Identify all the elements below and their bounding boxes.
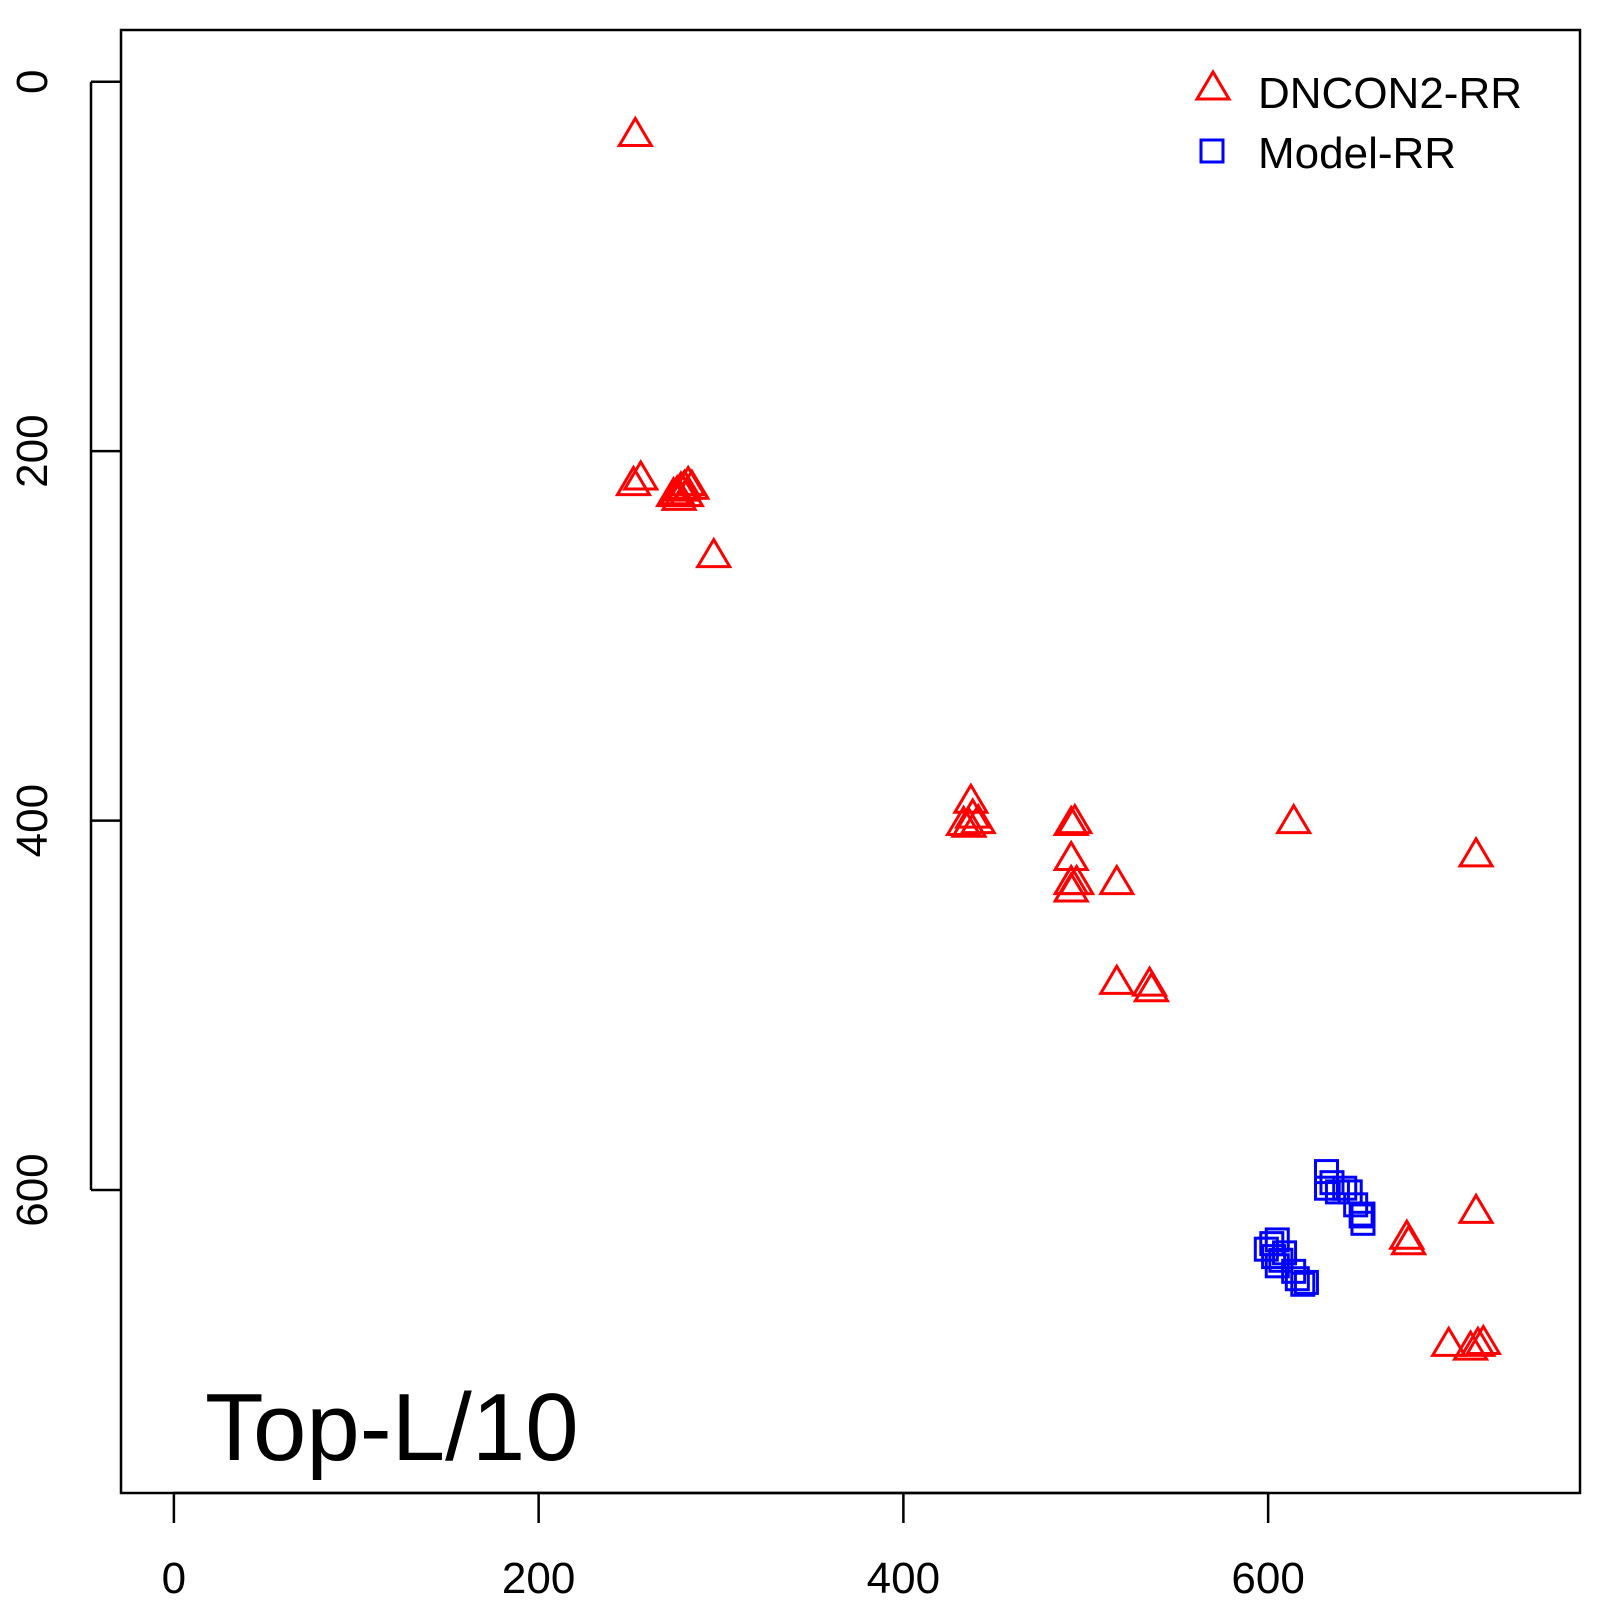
x-tick-label: 200	[502, 1554, 575, 1600]
point-triangle	[1430, 1325, 1468, 1357]
point-square	[1272, 1240, 1298, 1266]
y-tick-label: 600	[8, 1153, 57, 1226]
point-triangle	[662, 470, 700, 502]
point-triangle	[622, 459, 660, 491]
point-square	[1324, 1179, 1350, 1205]
point-triangle	[695, 536, 733, 569]
point-square	[1350, 1201, 1376, 1227]
x-tick-label: 600	[1231, 1554, 1304, 1600]
point-square	[1264, 1227, 1290, 1253]
point-triangle	[952, 782, 990, 814]
data-points	[614, 115, 1502, 1361]
point-square	[1337, 1179, 1363, 1205]
y-tick-label: 400	[8, 784, 57, 857]
point-square	[1284, 1266, 1310, 1292]
point-square	[1264, 1253, 1290, 1279]
y-axis: 0 200 400 600	[8, 69, 121, 1227]
point-triangle	[954, 797, 992, 829]
point-triangle	[950, 806, 988, 838]
point-square	[1319, 1170, 1345, 1196]
point-triangle	[667, 475, 705, 508]
x-tick-label: 0	[162, 1554, 186, 1600]
point-triangle	[1459, 1325, 1497, 1357]
point-triangle	[1457, 835, 1495, 868]
point-triangle	[944, 804, 983, 836]
x-tick-label: 400	[867, 1554, 940, 1600]
point-triangle	[1275, 802, 1313, 835]
point-triangle	[1058, 863, 1096, 896]
point-triangle	[959, 802, 997, 835]
point-square	[1293, 1269, 1319, 1295]
legend-marker-model-rr	[1199, 138, 1225, 164]
point-triangle	[1464, 1323, 1502, 1356]
point-triangle	[1098, 863, 1136, 896]
point-triangle	[1052, 804, 1090, 836]
point-triangle	[1389, 1223, 1428, 1256]
point-triangle	[1451, 1329, 1490, 1361]
legend-label-dncon2-rr: DNCON2-RR	[1258, 69, 1522, 118]
point-triangle	[614, 464, 653, 497]
point-triangle	[1052, 839, 1090, 872]
y-tick-label: 0	[8, 69, 57, 93]
point-triangle	[1056, 802, 1094, 835]
panel-annotation: Top-L/10	[205, 1374, 579, 1481]
point-triangle	[1132, 970, 1171, 1003]
legend: DNCON2-RR Model-RR	[1194, 69, 1522, 178]
point-triangle	[1098, 963, 1136, 995]
point-triangle	[616, 115, 654, 147]
legend-label-model-rr: Model-RR	[1258, 129, 1456, 178]
point-triangle	[660, 479, 698, 511]
plot-frame	[119, 28, 1582, 1495]
series-dncon2-rr	[614, 115, 1502, 1361]
y-tick-label: 200	[8, 414, 57, 487]
point-triangle	[1457, 1192, 1495, 1224]
point-square	[1290, 1271, 1316, 1297]
series-model-rr	[1253, 1159, 1376, 1297]
x-axis: 0 200 400 600	[162, 1491, 1305, 1600]
legend-marker-dncon2-rr	[1194, 69, 1232, 101]
point-square	[1348, 1203, 1374, 1229]
